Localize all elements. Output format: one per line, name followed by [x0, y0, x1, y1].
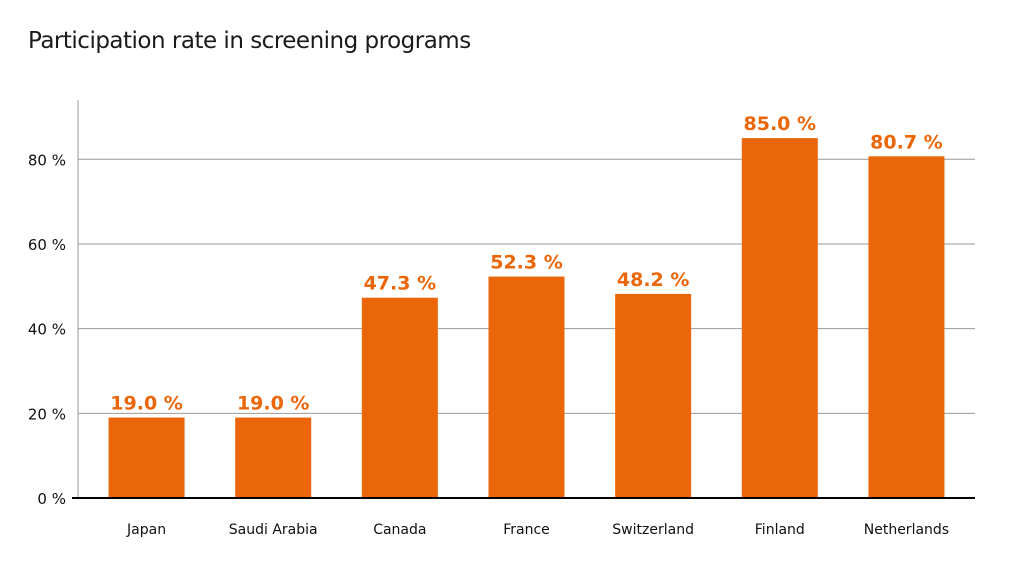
- x-tick-label: Finland: [755, 522, 805, 538]
- x-tick-label: France: [503, 522, 550, 538]
- y-tick-label: 20 %: [28, 405, 66, 423]
- bar: [615, 293, 692, 498]
- y-tick-label: 40 %: [28, 321, 66, 339]
- bar: [868, 156, 945, 499]
- x-tick-label: Canada: [373, 522, 426, 538]
- data-label: 52.3 %: [490, 252, 563, 274]
- data-label: 47.3 %: [364, 273, 437, 295]
- data-label: 48.2 %: [617, 269, 690, 291]
- bar: [361, 297, 438, 498]
- data-label: 19.0 %: [110, 393, 183, 415]
- chart-title: Participation rate in screening programs: [28, 28, 471, 54]
- data-label: 85.0 %: [744, 113, 817, 135]
- bar: [235, 417, 312, 498]
- y-tick-label: 0 %: [37, 490, 66, 508]
- x-tick-label: Saudi Arabia: [229, 522, 318, 538]
- x-tick-label: Netherlands: [864, 522, 949, 538]
- data-label: 19.0 %: [237, 393, 310, 415]
- bar: [108, 417, 185, 498]
- bar: [741, 138, 818, 498]
- x-tick-label: Japan: [126, 522, 166, 538]
- y-tick-label: 80 %: [28, 151, 66, 169]
- data-label: 80.7 %: [870, 131, 943, 153]
- bar: [488, 276, 565, 498]
- x-tick-label: Switzerland: [612, 522, 694, 538]
- y-tick-label: 60 %: [28, 236, 66, 254]
